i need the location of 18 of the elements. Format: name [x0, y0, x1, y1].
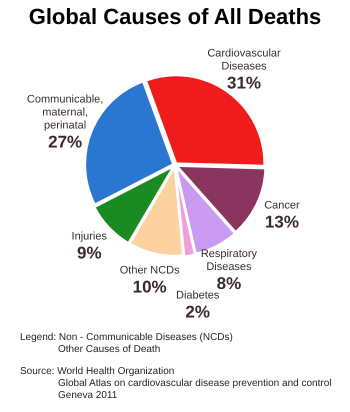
data-label: 27% — [48, 132, 82, 152]
text: Global Atlas on cardiovascular disease prevention and control — [57, 378, 332, 390]
slice-label: Cardiovascular Diseases — [207, 47, 282, 72]
data-label: 13% — [264, 212, 299, 232]
text: Other Causes of Death — [57, 344, 162, 356]
data-label: 2% — [185, 302, 210, 322]
source-note: Source: World Health Organization — [20, 366, 176, 378]
slice-label: Other NCDs — [120, 264, 180, 277]
chart-title: Global Causes of All Deaths — [28, 4, 322, 31]
text: Legend: Non - Communicable Diseases (NCDs) — [20, 332, 234, 344]
data-label: 9% — [76, 244, 102, 263]
data-label: 10% — [132, 278, 167, 297]
slice-label: Injuries — [72, 230, 108, 243]
data-label: 31% — [227, 73, 262, 92]
text: Geneva 2011 — [57, 390, 118, 402]
slice-label: Cancer — [264, 199, 300, 212]
slice-label: Respiratory Diseases — [200, 248, 258, 273]
slice-label: Communicable, maternal, perinatal — [26, 93, 104, 132]
